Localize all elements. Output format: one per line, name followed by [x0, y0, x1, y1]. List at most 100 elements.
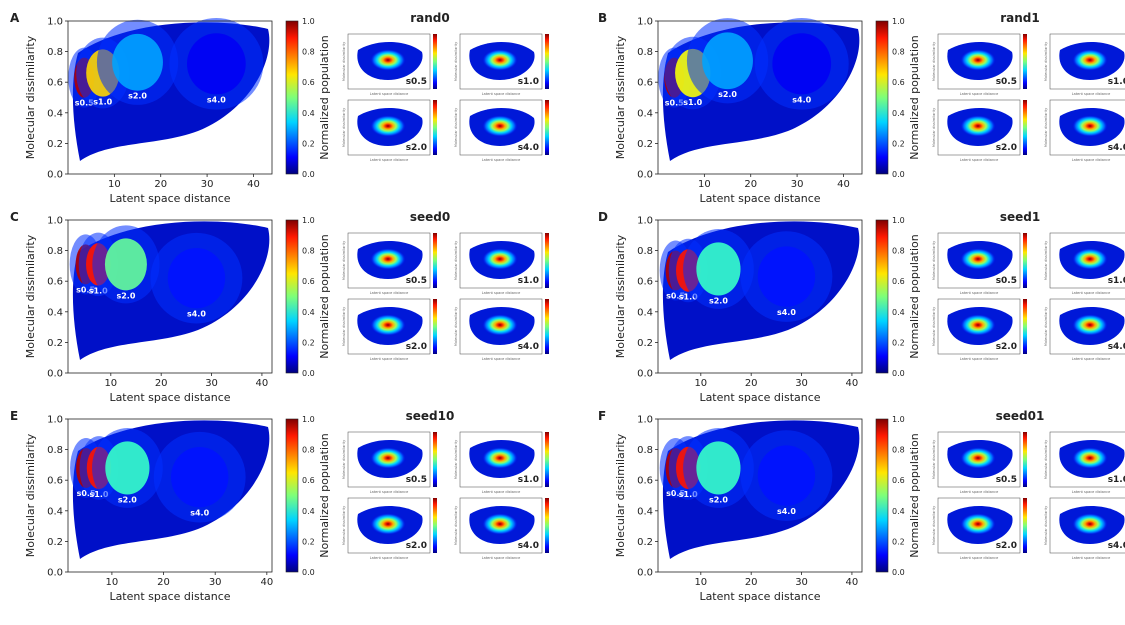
y-tick-label: 0.2 — [47, 338, 63, 349]
cluster-label-s2.0: s2.0 — [709, 496, 728, 505]
inset-s1.0: s1.0 Latent space distance Molecular dissi… — [1044, 431, 1125, 494]
y-tick-label: 0.8 — [47, 445, 63, 456]
colorbar-tick-label: 0.6 — [892, 476, 905, 485]
inset-y-label: Molecular dissimilarity — [1044, 241, 1048, 280]
cluster-label-s0.5: s0.5 — [77, 489, 96, 498]
y-tick-label: 0.4 — [637, 307, 653, 318]
inset-x-label: Latent space distance — [482, 158, 521, 162]
inset-x-label: Latent space distance — [482, 92, 521, 96]
cluster-core-s4.0 — [187, 33, 246, 95]
panel-letter: A — [10, 11, 20, 25]
y-tick-label: 0.8 — [637, 445, 653, 456]
colorbar-tick-label: 1.0 — [302, 415, 315, 424]
inset-colorbar — [545, 299, 549, 354]
inset-s0.5: s0.5 Latent space distance Molecular dissi… — [342, 232, 437, 295]
panel-letter: C — [10, 210, 19, 224]
panel-letter: D — [598, 210, 608, 224]
inset-label: s1.0 — [518, 276, 539, 286]
inset-label: s0.5 — [996, 276, 1017, 286]
inset-label: s0.5 — [406, 475, 427, 485]
y-tick-label: 1.0 — [637, 17, 653, 28]
inset-s1.0: s1.0 Latent space distance Molecular dissi… — [454, 232, 549, 295]
inset-density — [960, 115, 996, 137]
inset-s2.0: s2.0 Latent space distance Molecular dissi… — [932, 99, 1027, 162]
y-tick-label: 0.6 — [637, 277, 653, 288]
inset-density — [482, 248, 518, 270]
panel-title: seed1 — [1000, 210, 1040, 224]
inset-s2.0: s2.0 Latent space distance Molecular dissi… — [342, 497, 437, 560]
cluster-core-s2.0 — [112, 33, 163, 91]
inset-x-label: Latent space distance — [482, 357, 521, 361]
cluster-core-s2.0 — [696, 441, 741, 495]
inset-density — [482, 314, 518, 336]
inset-s2.0: s2.0 Latent space distance Molecular dissi… — [932, 497, 1027, 560]
colorbar-tick-label: 0.8 — [892, 247, 905, 256]
colorbar-tick-label: 0.8 — [892, 446, 905, 455]
inset-colorbar — [545, 432, 549, 487]
inset-frame — [459, 298, 543, 355]
inset-frame — [347, 99, 431, 156]
inset-colorbar — [433, 34, 437, 89]
inset-s2.0: s2.0 Latent space distance Molecular dissi… — [932, 298, 1027, 361]
axes-frame — [657, 219, 863, 374]
inset-y-label: Molecular dissimilarity — [454, 307, 458, 346]
inset-frame — [1049, 33, 1125, 90]
inset-colorbar — [545, 498, 549, 553]
inset-y-label: Molecular dissimilarity — [454, 241, 458, 280]
inset-y-label: Molecular dissimilarity — [932, 440, 936, 479]
inset-s4.0: s4.0 Latent space distance Molecular dissi… — [1044, 99, 1125, 162]
x-tick-label: 20 — [745, 577, 758, 588]
y-tick-label: 0.0 — [47, 568, 63, 579]
inset-colorbar — [545, 100, 549, 155]
x-tick-label: 30 — [791, 179, 804, 190]
x-tick-label: 30 — [205, 378, 218, 389]
axes-frame — [67, 20, 273, 175]
inset-label: s1.0 — [518, 475, 539, 485]
inset-frame — [459, 431, 543, 488]
cluster-core-s2.0 — [105, 441, 150, 495]
panel-letter: E — [10, 409, 18, 423]
colorbar-tick-label: 0.0 — [892, 568, 905, 577]
inset-s4.0: s4.0 Latent space distance Molecular dissi… — [1044, 497, 1125, 560]
cluster-core-s4.0 — [757, 445, 816, 506]
inset-s1.0: s1.0 Latent space distance Molecular dissi… — [454, 33, 549, 96]
inset-y-label: Molecular dissimilarity — [342, 241, 346, 280]
inset-x-label: Latent space distance — [960, 92, 999, 96]
x-tick-label: 20 — [744, 179, 757, 190]
inset-colorbar — [1023, 34, 1027, 89]
y-tick-label: 0.2 — [637, 537, 653, 548]
inset-frame — [1049, 99, 1125, 156]
x-tick-label: 10 — [694, 378, 707, 389]
x-tick-label: 30 — [209, 577, 222, 588]
y-tick-label: 1.0 — [47, 17, 63, 28]
inset-colorbar — [1023, 100, 1027, 155]
inset-label: s2.0 — [406, 143, 427, 153]
inset-density — [960, 49, 996, 71]
inset-label: s4.0 — [518, 143, 539, 153]
inset-frame — [459, 497, 543, 554]
inset-colorbar — [433, 498, 437, 553]
inset-y-label: Molecular dissimilarity — [932, 42, 936, 81]
cluster-core-s4.0 — [757, 246, 816, 307]
colorbar-tick-label: 0.8 — [302, 48, 315, 57]
inset-x-label: Latent space distance — [960, 291, 999, 295]
inset-colorbar — [433, 100, 437, 155]
cluster-label-s1.0: s1.0 — [89, 287, 108, 296]
x-tick-label: 10 — [106, 577, 119, 588]
x-tick-label: 40 — [260, 577, 273, 588]
inset-x-label: Latent space distance — [960, 357, 999, 361]
x-axis-label: Latent space distance — [699, 192, 820, 205]
inset-s4.0: s4.0 Latent space distance Molecular dissi… — [454, 298, 549, 361]
inset-density — [960, 513, 996, 535]
colorbar-tick-label: 0.4 — [892, 109, 905, 118]
inset-frame — [937, 33, 1021, 90]
y-tick-label: 0.6 — [47, 476, 63, 487]
inset-y-label: Molecular dissimilarity — [1044, 42, 1048, 81]
inset-colorbar — [1023, 432, 1027, 487]
inset-y-label: Molecular dissimilarity — [932, 506, 936, 545]
colorbar-tick-label: 0.8 — [892, 48, 905, 57]
colorbar-tick-label: 0.2 — [892, 537, 905, 546]
colorbar-tick-label: 0.6 — [302, 78, 315, 87]
